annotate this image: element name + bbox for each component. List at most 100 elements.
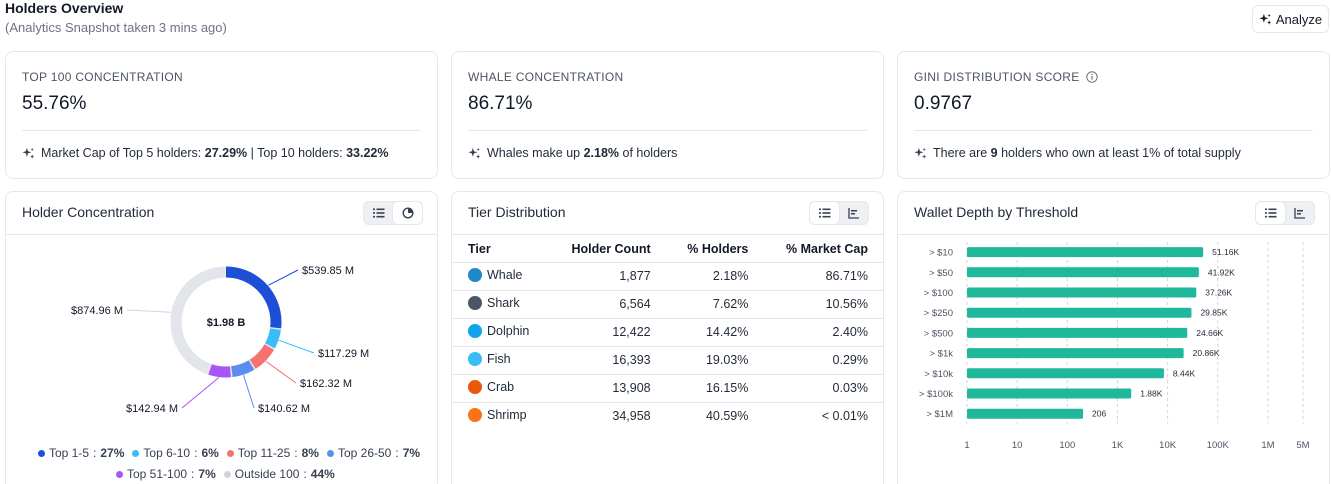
holder-count-cell: 16,393: [549, 345, 667, 374]
bar-value-label: 41.92K: [1208, 267, 1235, 277]
page-subtitle: (Analytics Snapshot taken 3 mins ago): [5, 20, 227, 35]
legend-label: Top 51-100: [127, 467, 188, 481]
analyze-button[interactable]: Analyze: [1252, 5, 1329, 33]
panel-title: Tier Distribution: [468, 204, 566, 220]
page-title: Holders Overview: [5, 0, 124, 16]
bar[interactable]: [967, 287, 1197, 298]
column-header[interactable]: Tier: [468, 241, 491, 256]
leader-line: [126, 309, 171, 313]
sparkle-icon: [914, 147, 927, 159]
legend-item[interactable]: Top 1-5:27%: [38, 446, 124, 460]
x-tick-label: 100: [1059, 440, 1075, 451]
holder-count-cell: 34,958: [549, 401, 667, 430]
bar-chart-view-icon[interactable]: [839, 202, 868, 224]
info-icon[interactable]: [1085, 71, 1098, 83]
tier-name: Fish: [487, 351, 511, 366]
stat-label: WHALE CONCENTRATION: [468, 70, 624, 84]
pie-view-icon[interactable]: [393, 202, 422, 224]
slice-amount-label: $142.94 M: [126, 403, 178, 415]
x-tick-label: 1M: [1261, 440, 1274, 451]
bar[interactable]: [967, 388, 1132, 399]
column-header[interactable]: Holder Count: [571, 241, 651, 256]
y-tick-label: > $1M: [926, 409, 953, 420]
bar[interactable]: [967, 368, 1164, 379]
table-row[interactable]: Fish 16,393 19.03% 0.29%: [452, 345, 884, 374]
list-view-icon[interactable]: [364, 202, 393, 224]
x-tick-label: 10K: [1159, 440, 1177, 451]
divider: [914, 130, 1313, 131]
donut-legend: Top 1-5:27% Top 6-10:6% Top 11-25:8% Top 26…: [38, 446, 420, 460]
donut-slice[interactable]: [170, 266, 282, 378]
legend-label: Top 11-25: [237, 446, 291, 460]
legend-value: 7%: [402, 446, 421, 460]
market-cap-pct-cell: 2.40%: [764, 317, 884, 346]
bar[interactable]: [967, 247, 1204, 258]
legend-item[interactable]: Top 26-50:7%: [326, 446, 421, 460]
tier-cell: Crab: [452, 373, 550, 402]
bar-value-label: 51.16K: [1212, 247, 1239, 257]
legend-value: 8%: [301, 446, 319, 460]
table-row[interactable]: Whale 1,877 2.18% 86.71%: [452, 261, 884, 290]
bar[interactable]: [967, 267, 1199, 278]
legend-item[interactable]: Top 11-25:8%: [226, 446, 319, 460]
holders-pct-cell: 2.18%: [666, 261, 765, 290]
legend-label: Top 1-5: [49, 446, 90, 460]
tier-name: Shark: [487, 295, 520, 310]
bar[interactable]: [967, 307, 1192, 318]
donut-slice[interactable]: [170, 266, 282, 378]
bar[interactable]: [967, 408, 1084, 419]
bar-chart-view-icon[interactable]: [1285, 202, 1314, 224]
stat-card-whale: WHALE CONCENTRATION 86.71% Whales make u…: [451, 51, 884, 179]
divider: [468, 130, 867, 131]
tier-name: Shrimp: [487, 407, 527, 422]
y-tick-label: > $100: [924, 288, 953, 299]
column-header[interactable]: % Holders: [687, 241, 749, 256]
leader-line: [181, 377, 220, 409]
sparkle-icon: [22, 147, 35, 159]
legend-label: Top 26-50: [337, 446, 392, 460]
table-row[interactable]: Dolphin 12,422 14.42% 2.40%: [452, 317, 884, 346]
holder-count-cell: 13,908: [549, 373, 667, 402]
holders-pct-cell: 16.15%: [666, 373, 765, 402]
holder-count-cell: 6,564: [549, 289, 667, 318]
fish-icon: [468, 351, 482, 366]
list-view-icon[interactable]: [1256, 202, 1285, 224]
table-row[interactable]: Crab 13,908 16.15% 0.03%: [452, 373, 884, 402]
leader-line: [278, 339, 315, 354]
donut-slice[interactable]: [170, 266, 282, 378]
market-cap-pct-cell: 0.29%: [764, 345, 884, 374]
legend-item[interactable]: Top 6-10:6%: [132, 446, 219, 460]
stat-card-top100: TOP 100 CONCENTRATION 55.76% Market Cap …: [5, 51, 438, 179]
y-tick-label: > $10k: [924, 369, 953, 380]
bar-value-label: 1.88K: [1140, 389, 1163, 399]
tier-table: Tier Holder Count % Holders % Market Cap…: [452, 236, 884, 430]
table-row[interactable]: Shark 6,564 7.62% 10.56%: [452, 289, 884, 318]
column-header[interactable]: % Market Cap: [786, 241, 868, 256]
y-tick-label: > $250: [924, 308, 953, 319]
legend-item[interactable]: Top 51-100:7%: [116, 467, 216, 481]
holders-pct-cell: 40.59%: [666, 401, 765, 430]
list-view-icon[interactable]: [810, 202, 839, 224]
bar-value-label: 20.86K: [1193, 348, 1220, 358]
stat-value: 0.9767: [914, 93, 973, 114]
leader-line: [265, 360, 297, 384]
dolphin-icon: [468, 323, 482, 338]
legend-item[interactable]: Outside 100:44%: [223, 467, 335, 481]
stat-label: TOP 100 CONCENTRATION: [22, 70, 183, 84]
stat-card-gini: GINI DISTRIBUTION SCORE 0.9767 There are…: [897, 51, 1330, 179]
market-cap-pct-cell: 10.56%: [764, 289, 884, 318]
bar[interactable]: [967, 348, 1184, 359]
bar-value-label: 206: [1092, 409, 1106, 419]
divider: [898, 234, 1329, 235]
bar[interactable]: [967, 327, 1188, 338]
slice-amount-label: $140.62 M: [258, 403, 310, 415]
wallet-depth-bar-chart: 1 10 100 1K 10K 100K 1M 5M > $10 51.16K > $50 41.92…: [919, 242, 1310, 451]
legend-swatch: [223, 470, 231, 478]
table-row[interactable]: Shrimp 34,958 40.59% < 0.01%: [452, 401, 884, 430]
table-header-row: Tier Holder Count % Holders % Market Cap: [452, 236, 884, 262]
view-toggle: [363, 201, 423, 225]
legend-label: Outside 100: [234, 467, 300, 481]
shark-icon: [468, 295, 482, 310]
leader-line: [243, 375, 255, 409]
view-toggle: [1255, 201, 1315, 225]
